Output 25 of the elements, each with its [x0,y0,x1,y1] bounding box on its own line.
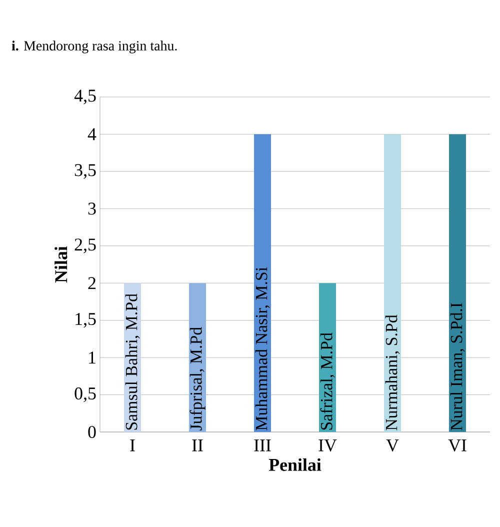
chart-title: i. Mendorong rasa ingin tahu. [12,40,177,54]
y-tick-label: 0 [88,426,96,438]
y-axis-title: Nilai [54,246,68,283]
y-tick-label: 2,5 [74,238,96,254]
annotation: Safrizal, M.Pd [320,332,335,430]
y-tick-label: 3 [88,202,96,215]
x-tick-label: III [254,440,271,452]
annotation: Samsul Bahri, M.Pd [125,294,140,430]
x-axis-title: Penilai [268,458,322,471]
annotation: Nurul Iman, S.Pd.I [450,302,465,430]
x-tick-label: I [130,440,135,452]
y-tick-label: 1 [89,352,96,364]
annotation: Muhammad Nasir, M.Si [255,267,270,430]
x-tick-label: VI [448,440,466,452]
y-tick-label: 0,5 [74,387,96,402]
annotation: Jufprisal, M.Pd [190,327,206,430]
y-tick-label: 3,5 [74,164,96,179]
y-tick-label: 4,5 [74,90,96,104]
y-tick-label: 4 [88,128,96,140]
x-tick-label: V [386,440,399,452]
x-tick-label: II [192,440,203,452]
annotation: Nurmahani, S.Pd [385,314,400,430]
x-tick-label: IV [318,440,337,452]
y-tick-label: 1,5 [76,313,96,328]
y-tick-label: 2 [88,277,96,290]
